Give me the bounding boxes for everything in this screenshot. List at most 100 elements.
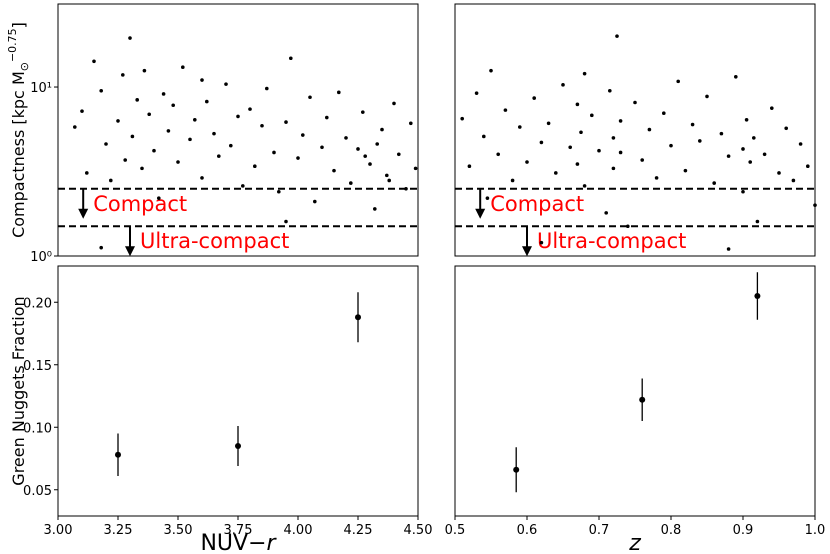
data-point: [80, 109, 84, 113]
y-tick-label: 10¹: [30, 81, 52, 96]
arrow-head: [522, 246, 532, 257]
data-point: [99, 88, 103, 93]
data-point: [128, 36, 132, 40]
data-point: [85, 171, 89, 175]
data-point: [762, 152, 767, 157]
data-point: [582, 71, 587, 76]
data-point: [575, 162, 580, 166]
data-point: [467, 164, 472, 168]
data-point: [205, 99, 209, 104]
data-point: [510, 178, 515, 183]
data-point: [260, 123, 264, 128]
data-point: [392, 101, 396, 106]
data-point: [813, 203, 817, 207]
arrow-head: [475, 208, 486, 219]
data-point: [212, 131, 216, 136]
y-label-text: Green Nuggets Fraction: [9, 296, 28, 485]
x-tick-label: 3.25: [104, 523, 133, 538]
y-label-sup: −0.75: [6, 28, 19, 62]
data-point: [217, 154, 221, 158]
data-point: [640, 158, 644, 162]
plot-frame: [454, 3, 816, 257]
data-point: [752, 136, 756, 140]
y-tick-label: 0.05: [23, 484, 52, 499]
data-point: [373, 207, 377, 211]
data-point: [130, 134, 135, 139]
data-point: [181, 65, 185, 70]
data-point: [460, 116, 465, 121]
data-point: [413, 166, 418, 171]
data-point: [597, 148, 601, 153]
data-point: [741, 189, 745, 194]
x-label-italic: r: [267, 531, 278, 554]
y-label-sub: ⊙: [18, 62, 31, 71]
data-point: [568, 145, 572, 150]
x-label-text: NUV−: [200, 531, 266, 554]
data-point: [92, 59, 96, 64]
data-point: [253, 164, 257, 168]
x-tick-label: 0.7: [589, 523, 610, 538]
y-tick-label: 0.20: [23, 296, 52, 311]
data-point: [604, 211, 608, 215]
data-point: [482, 134, 486, 139]
x-tick-label: 4.25: [344, 523, 373, 538]
data-point: [525, 160, 529, 164]
data-point: [626, 224, 630, 229]
data-point: [296, 156, 300, 160]
data-point: [582, 184, 587, 188]
data-point: [361, 110, 365, 114]
data-point: [784, 126, 788, 131]
data-point: [349, 181, 353, 185]
data-point: [676, 79, 680, 84]
threshold-label: Ultra-compact: [140, 229, 289, 253]
x-tick-label: 1.0: [805, 523, 826, 538]
data-point: [755, 219, 760, 224]
y-tick-label: 10⁰: [30, 250, 52, 265]
data-point: [277, 189, 281, 194]
data-point: [404, 186, 408, 191]
y-label-text: Compactness [kpc M: [9, 71, 28, 238]
data-point: [806, 164, 810, 168]
data-point: [532, 96, 536, 100]
data-point: [235, 443, 241, 449]
data-point: [698, 139, 702, 143]
data-point: [561, 83, 565, 87]
data-point: [397, 152, 401, 157]
threshold-label: Compact: [93, 192, 187, 216]
data-point: [726, 247, 731, 251]
data-point: [647, 127, 652, 132]
data-point: [639, 396, 646, 403]
plot-frame: [57, 265, 419, 517]
data-point: [248, 107, 252, 111]
data-point: [554, 171, 558, 175]
data-point: [284, 219, 288, 224]
data-point: [485, 196, 490, 200]
data-point: [654, 176, 659, 180]
data-point: [320, 145, 324, 150]
data-point: [608, 88, 612, 93]
data-point: [748, 160, 752, 164]
x-tick-label: 3.00: [44, 523, 73, 538]
data-point: [142, 68, 147, 73]
x-tick-label: 4.50: [404, 523, 433, 538]
threshold-label: Compact: [490, 192, 584, 216]
data-point: [611, 166, 616, 171]
data-point: [489, 68, 493, 73]
data-point: [115, 451, 121, 458]
data-point: [166, 129, 171, 133]
data-point: [241, 184, 245, 188]
data-point: [161, 92, 166, 96]
data-point: [73, 125, 77, 129]
x-axis-label: z: [628, 531, 641, 554]
y-tick-label: 0.15: [23, 359, 52, 374]
data-point: [99, 245, 103, 250]
data-point: [615, 34, 619, 38]
data-point: [712, 181, 716, 185]
data-point: [726, 154, 731, 158]
data-point: [683, 168, 688, 173]
x-tick-label: 0.5: [445, 523, 466, 538]
data-point: [272, 150, 276, 155]
x-tick-label: 3.50: [164, 523, 193, 538]
data-point: [669, 143, 673, 148]
data-point: [289, 56, 293, 61]
